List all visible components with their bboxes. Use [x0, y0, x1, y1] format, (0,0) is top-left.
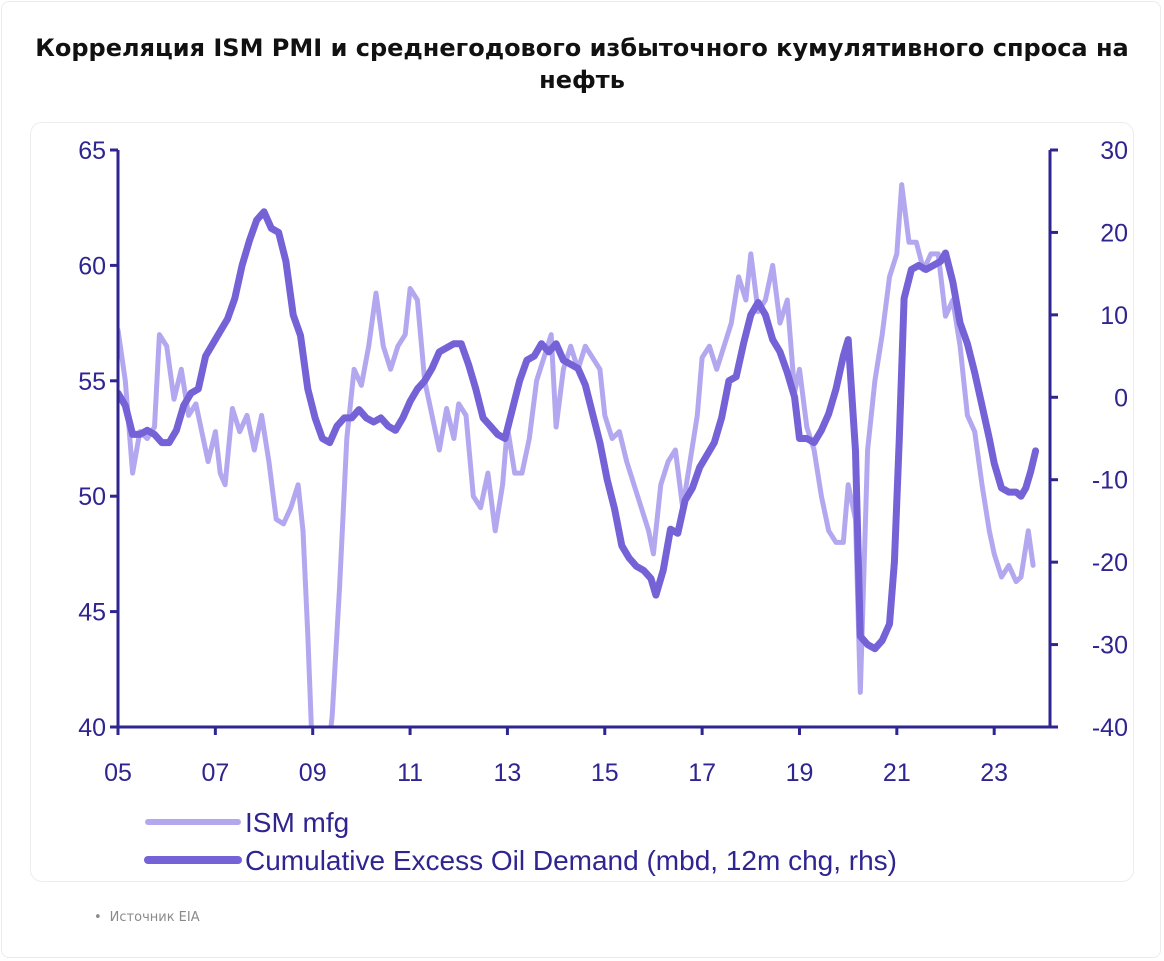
x-tick-label: 17	[688, 759, 716, 787]
bullet-icon: •	[94, 910, 102, 925]
right-tick-label: 10	[1100, 302, 1128, 330]
x-tick-label: 15	[591, 759, 619, 787]
right-tick-label: -20	[1092, 549, 1128, 577]
right-tick-label: -30	[1092, 632, 1128, 660]
left-tick-label: 65	[78, 137, 106, 165]
page-title: Корреляция ISM PMI и среднегодового избы…	[35, 34, 1129, 94]
legend-label-ism-mfg: ISM mfg	[245, 807, 349, 838]
x-tick-label: 21	[883, 759, 911, 787]
source-note: • Источник EIA	[94, 910, 200, 925]
left-tick-label: 45	[78, 599, 106, 627]
right-tick-label: 0	[1114, 384, 1128, 412]
left-tick-label: 55	[78, 368, 106, 396]
left-tick-label: 50	[78, 483, 106, 511]
x-tick-label: 23	[980, 759, 1008, 787]
legend-label-cumulative-demand: Cumulative Excess Oil Demand (mbd, 12m c…	[245, 845, 897, 876]
x-tick-label: 19	[786, 759, 814, 787]
chart-card	[30, 122, 1134, 882]
right-tick-label: -10	[1092, 467, 1128, 495]
source-text: Источник EIA	[109, 910, 200, 925]
right-tick-label: 20	[1100, 219, 1128, 247]
x-tick-label: 13	[494, 759, 522, 787]
x-tick-label: 09	[299, 759, 327, 787]
x-tick-label: 07	[201, 759, 229, 787]
left-tick-label: 60	[78, 252, 106, 280]
series-line-cumulative-demand	[118, 208, 1040, 653]
x-tick-label: 11	[397, 759, 423, 787]
right-tick-label: -40	[1092, 714, 1128, 742]
x-tick-label: 05	[104, 759, 132, 787]
right-tick-label: 30	[1100, 137, 1128, 165]
left-tick-label: 40	[78, 714, 106, 742]
